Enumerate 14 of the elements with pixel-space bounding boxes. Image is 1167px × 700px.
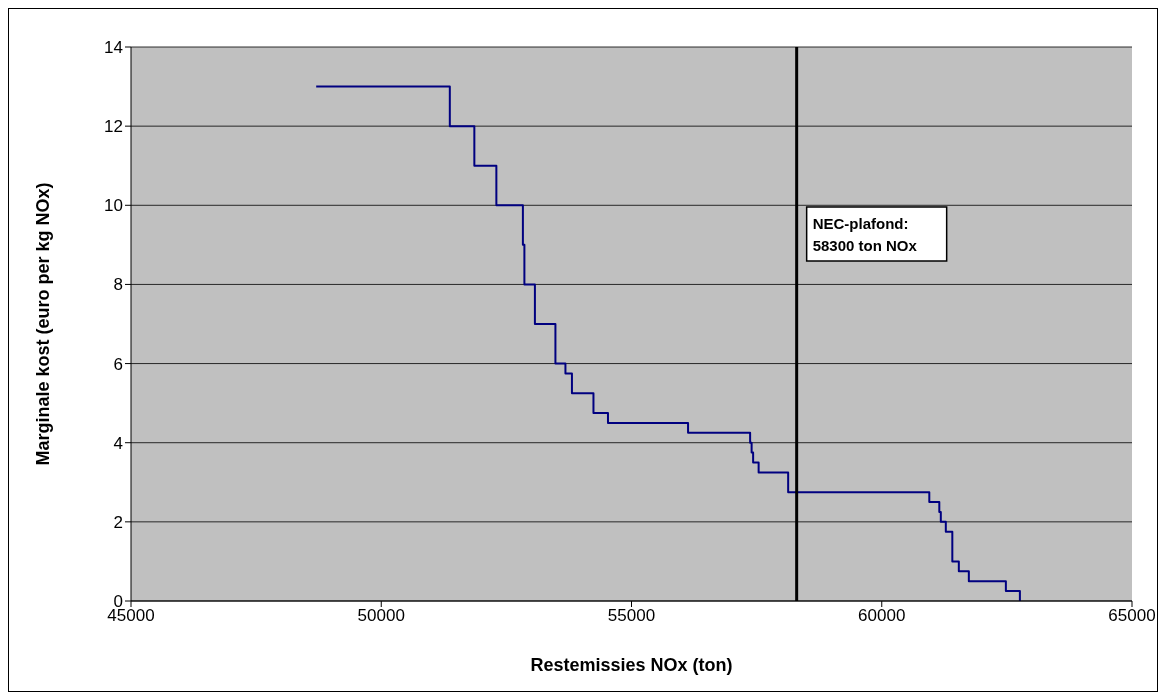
y-tick-label: 12 xyxy=(104,117,123,137)
x-tick-label: 65000 xyxy=(1108,606,1156,626)
y-tick-label: 10 xyxy=(104,196,123,216)
y-axis-title: Marginale kost (euro per kg NOx) xyxy=(33,182,54,466)
y-tick-label: 6 xyxy=(113,354,123,374)
x-tick-label: 50000 xyxy=(357,606,405,626)
x-tick-label: 55000 xyxy=(607,606,656,626)
ref-line-label: NEC-plafond: 58300 ton NOx xyxy=(812,215,918,254)
y-tick-label: 2 xyxy=(113,512,123,532)
x-tick-label: 60000 xyxy=(858,606,906,626)
y-tick-label: 4 xyxy=(113,433,123,453)
x-axis-title: Restemissies NOx (ton) xyxy=(530,655,733,675)
y-tick-label: 14 xyxy=(104,38,123,58)
y-tick-label: 8 xyxy=(113,275,123,295)
